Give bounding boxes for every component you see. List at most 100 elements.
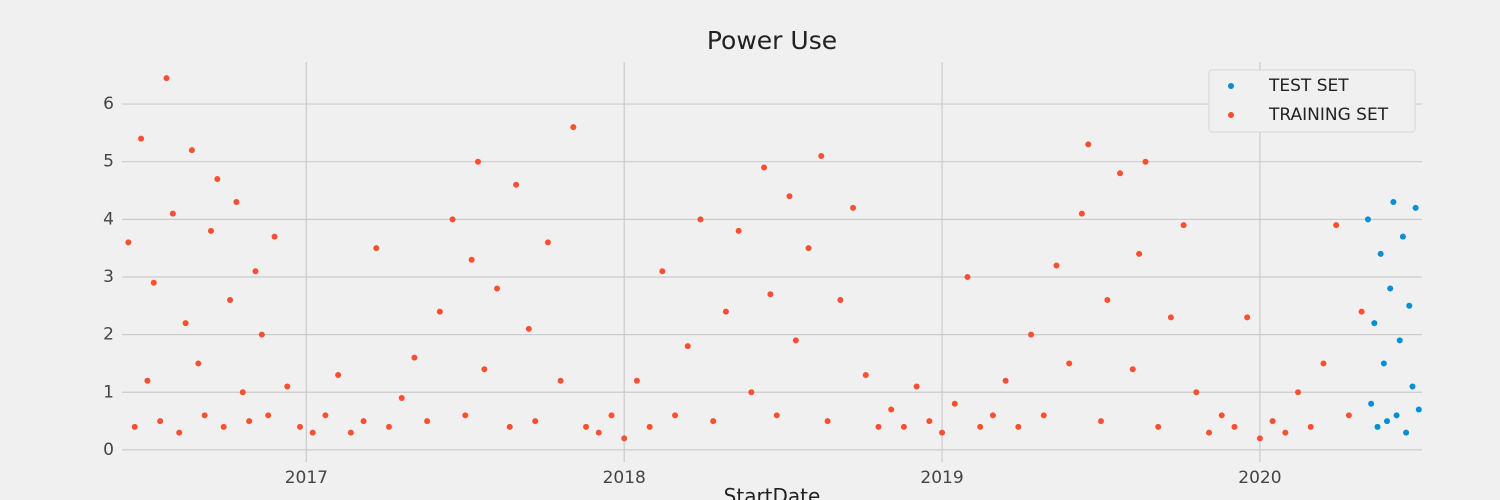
point [481, 366, 488, 373]
plot-area [125, 75, 1422, 442]
point [913, 383, 920, 390]
point [1368, 400, 1375, 407]
y-tick-label: 0 [103, 440, 114, 460]
point [182, 320, 189, 327]
legend-box [1208, 69, 1416, 133]
point [398, 395, 405, 402]
point [525, 325, 532, 332]
point [595, 429, 602, 436]
legend-marker [1228, 83, 1234, 89]
x-tick-label: 2019 [920, 468, 963, 488]
point [1371, 320, 1378, 327]
point [131, 423, 138, 430]
point [373, 245, 380, 252]
point [659, 268, 666, 275]
point [818, 152, 825, 159]
point [169, 210, 176, 217]
point [1053, 262, 1060, 269]
chart-title: Power Use [707, 26, 837, 55]
point [1345, 412, 1352, 419]
point [570, 124, 577, 131]
point [977, 423, 984, 430]
point [1231, 423, 1238, 430]
point [188, 147, 195, 154]
point [697, 216, 704, 223]
point [1117, 170, 1124, 177]
point [258, 331, 265, 338]
point [1387, 285, 1394, 292]
point [900, 423, 907, 430]
point [474, 158, 481, 165]
point [347, 429, 354, 436]
legend: TEST SET TRAINING SET [1208, 69, 1416, 133]
point [1399, 233, 1406, 240]
point [722, 308, 729, 315]
point [462, 412, 469, 419]
point [710, 418, 717, 425]
point [1066, 360, 1073, 367]
point [360, 418, 367, 425]
point [748, 389, 755, 396]
point [1142, 158, 1149, 165]
point [411, 354, 418, 361]
point [824, 418, 831, 425]
point [125, 239, 132, 246]
point [385, 423, 392, 430]
point [468, 256, 475, 263]
point [233, 199, 240, 206]
point [424, 418, 431, 425]
point [449, 216, 456, 223]
point [583, 423, 590, 430]
point [792, 337, 799, 344]
point [786, 193, 793, 200]
point [1320, 360, 1327, 367]
point [144, 377, 151, 384]
legend-label: TEST SET [1268, 76, 1349, 96]
x-tick-label: 2017 [285, 468, 328, 488]
point [296, 423, 303, 430]
y-tick-label: 6 [103, 94, 114, 114]
point [1193, 389, 1200, 396]
point [138, 135, 145, 142]
point [684, 343, 691, 350]
point [1377, 250, 1384, 257]
point [761, 164, 768, 171]
point [805, 245, 812, 252]
point [544, 239, 551, 246]
point [220, 423, 227, 430]
point [532, 418, 539, 425]
point [1078, 210, 1085, 217]
point [1282, 429, 1289, 436]
point [1218, 412, 1225, 419]
point [252, 268, 259, 275]
point [284, 383, 291, 390]
point [1155, 423, 1162, 430]
point [214, 176, 221, 183]
point [207, 227, 214, 234]
point [875, 423, 882, 430]
point [951, 400, 958, 407]
point [964, 273, 971, 280]
point [608, 412, 615, 419]
point [1390, 199, 1397, 206]
point [1256, 435, 1263, 442]
point [1028, 331, 1035, 338]
point [1269, 418, 1276, 425]
point [157, 418, 164, 425]
point [513, 181, 520, 188]
point [227, 297, 234, 304]
point [862, 371, 869, 378]
point [1180, 222, 1187, 229]
point [1136, 250, 1143, 257]
point [1380, 360, 1387, 367]
point [1104, 297, 1111, 304]
point [271, 233, 278, 240]
point [195, 360, 202, 367]
point [1129, 366, 1136, 373]
point [1015, 423, 1022, 430]
point [1244, 314, 1251, 321]
point [633, 377, 640, 384]
point [494, 285, 501, 292]
point [926, 418, 933, 425]
point [176, 429, 183, 436]
